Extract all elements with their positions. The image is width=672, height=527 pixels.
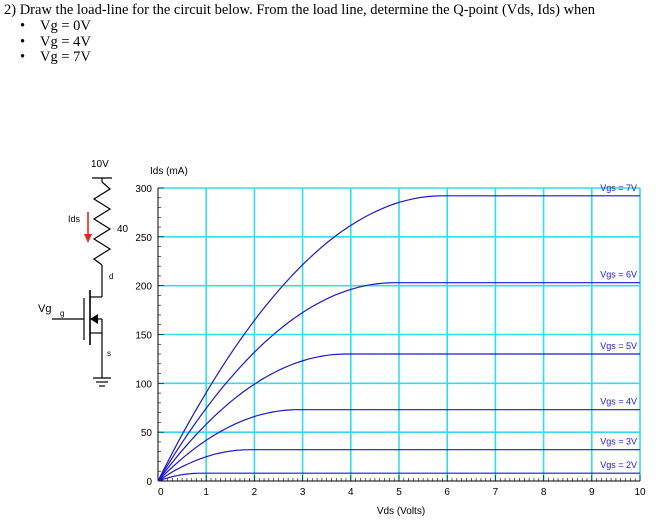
condition-list: Vg = 0V Vg = 4V Vg = 7V <box>4 18 595 66</box>
x-tick-label: 7 <box>493 487 499 498</box>
current-arrow-icon <box>84 234 92 243</box>
resistor <box>92 181 112 266</box>
curve-vgs-6v <box>157 282 640 482</box>
circuit-diagram <box>52 177 112 387</box>
question-text: 2) Draw the load-line for the circuit be… <box>4 2 595 66</box>
x-tick-label: 5 <box>396 487 402 498</box>
series-label: Vgs = 4V <box>600 397 637 407</box>
x-tick-label: 6 <box>444 487 450 498</box>
y-axis-label: Ids (mA) <box>150 166 188 177</box>
curve-vgs-2v <box>157 472 640 482</box>
x-tick-label: 10 <box>634 487 646 498</box>
x-tick-label: 9 <box>589 487 595 498</box>
source-label: s <box>107 349 111 358</box>
y-tick-label: 150 <box>135 331 152 342</box>
x-tick-label: 1 <box>203 487 209 498</box>
x-axis-label: Vds (Volts) <box>377 506 425 517</box>
x-tick-label: 2 <box>252 487 258 498</box>
x-tick-label: 3 <box>300 487 306 498</box>
y-tick-label: 100 <box>135 379 152 390</box>
series-label: Vgs = 7V <box>600 183 637 193</box>
curve-vgs-7v <box>157 195 640 482</box>
series-label: Vgs = 3V <box>600 437 637 447</box>
curve-vgs-4v <box>157 409 640 482</box>
curve-vgs-5v <box>157 353 640 482</box>
condition-item: Vg = 4V <box>20 34 595 51</box>
series-label: Vgs = 2V <box>600 460 637 470</box>
series-label: Vgs = 5V <box>600 341 637 351</box>
drain-label: d <box>109 272 113 281</box>
y-tick-label: 300 <box>135 184 152 195</box>
circuit-labels: 10V 40 Ids d g s Vg <box>38 159 129 358</box>
x-tick-label: 0 <box>158 487 164 498</box>
y-tick-label: 50 <box>141 428 153 439</box>
supply-label: 10V <box>91 159 109 170</box>
x-tick-label: 8 <box>541 487 547 498</box>
condition-item: Vg = 7V <box>20 49 595 66</box>
y-tick-label: 200 <box>135 282 152 293</box>
condition-item: Vg = 0V <box>20 18 595 35</box>
y-tick-label: 250 <box>135 233 152 244</box>
mosfet-arrow-icon <box>90 314 98 324</box>
curve-vgs-3v <box>157 449 640 482</box>
x-tick-label: 4 <box>348 487 354 498</box>
series-label: Vgs = 6V <box>600 270 637 280</box>
y-tick-label: 0 <box>146 477 152 488</box>
resistor-label: 40 <box>117 224 129 235</box>
question-prompt: 2) Draw the load-line for the circuit be… <box>4 2 595 18</box>
gate-label: g <box>60 309 64 318</box>
current-label: Ids <box>68 214 81 224</box>
gate-voltage-label: Vg <box>38 303 51 315</box>
